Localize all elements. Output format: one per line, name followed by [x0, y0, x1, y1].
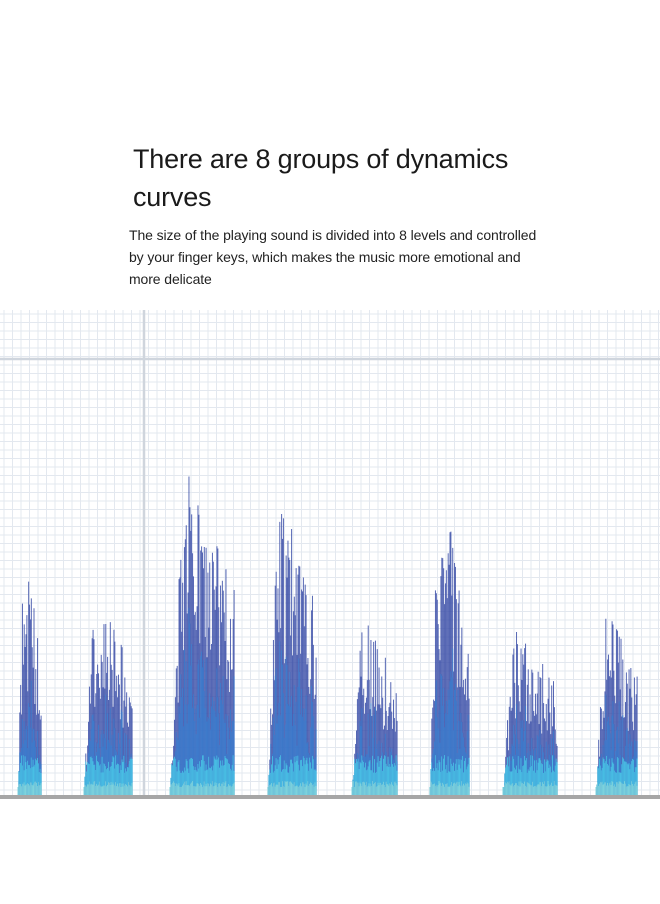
waveform-group — [17, 581, 42, 795]
description-text: The size of the playing sound is divided… — [129, 227, 537, 287]
waveform-group — [595, 618, 638, 795]
waveform-group — [429, 531, 470, 795]
dynamics-waveform-figure — [0, 310, 660, 802]
waveform-groups — [17, 476, 638, 795]
waveform-group — [267, 513, 317, 795]
waveform-group — [351, 625, 398, 795]
waveform-group — [83, 622, 133, 795]
waveform-group — [502, 632, 558, 795]
waveform-group — [169, 476, 235, 795]
headline: There are 8 groups of dynamics curves — [133, 144, 509, 212]
waveform-graph-icon — [0, 310, 660, 799]
